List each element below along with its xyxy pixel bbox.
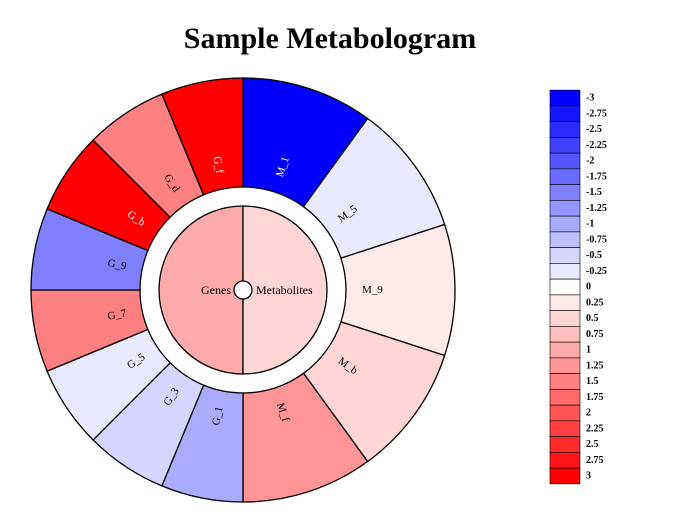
legend-tick-label: 0.5 bbox=[586, 313, 599, 324]
metabolite-label: M_9 bbox=[362, 284, 383, 296]
legend-swatch bbox=[549, 247, 581, 264]
legend-tick-label: -1.25 bbox=[586, 203, 607, 214]
legend-swatch bbox=[549, 294, 581, 311]
legend-swatch bbox=[549, 152, 581, 170]
metabolite-label: M_f bbox=[274, 401, 291, 423]
legend-swatch bbox=[549, 278, 581, 296]
legend-swatch bbox=[549, 341, 581, 359]
legend-tick-label: -3 bbox=[586, 93, 594, 104]
legend-swatch bbox=[549, 105, 581, 122]
legend-swatch bbox=[549, 121, 581, 138]
genes-label: Genes bbox=[201, 283, 231, 297]
gene-segment bbox=[161, 77, 244, 196]
legend-swatch bbox=[549, 452, 581, 469]
legend-tick-label: 0 bbox=[586, 282, 591, 293]
legend-swatch bbox=[549, 200, 581, 217]
gene-label: G_f bbox=[211, 155, 226, 174]
legend-tick-label: -0.25 bbox=[586, 266, 607, 277]
legend-tick-label: 0.75 bbox=[586, 329, 604, 340]
legend-tick-label: 1.75 bbox=[586, 392, 604, 403]
legend-swatch bbox=[549, 373, 581, 390]
legend-tick-label: -0.75 bbox=[586, 234, 607, 245]
legend-swatch bbox=[549, 137, 581, 154]
genes-summary-half bbox=[158, 205, 244, 375]
legend-tick-label: -2.75 bbox=[586, 108, 607, 119]
gene-label: G_7 bbox=[107, 307, 128, 323]
legend-tick-label: 1.5 bbox=[586, 376, 599, 387]
legend-swatch bbox=[549, 215, 581, 233]
legend-swatch bbox=[549, 467, 581, 485]
legend-tick-label: 2.5 bbox=[586, 439, 599, 450]
legend-tick-label: 2 bbox=[586, 408, 591, 419]
legend-tick-label: -1.75 bbox=[586, 171, 607, 182]
legend-tick-label: -0.5 bbox=[586, 250, 602, 261]
legend-tick-label: -1.5 bbox=[586, 187, 602, 198]
color-legend: -3 -2.75 -2.5 -2.25 -2 -1.75 -1.5 -1.25 -1 -0.75 -… bbox=[549, 89, 607, 485]
legend-tick-label: -1 bbox=[586, 219, 594, 230]
legend-tick-label: 1.25 bbox=[586, 360, 604, 371]
legend-tick-label: -2 bbox=[586, 156, 594, 167]
legend-swatch bbox=[549, 404, 581, 422]
legend-swatch bbox=[549, 436, 581, 453]
inner-circle: Genes Metabolites bbox=[158, 205, 328, 375]
legend-swatch bbox=[549, 389, 581, 406]
legend-swatch bbox=[549, 420, 581, 437]
legend-swatch bbox=[549, 231, 581, 248]
metabolites-label: Metabolites bbox=[256, 283, 313, 297]
legend-swatch bbox=[549, 310, 581, 327]
legend-tick-label: 2.25 bbox=[586, 423, 604, 434]
legend-tick-label: 1 bbox=[586, 345, 591, 356]
legend-tick-label: -2.25 bbox=[586, 140, 607, 151]
metabolites-summary-half bbox=[242, 205, 328, 375]
legend-tick-label: -2.5 bbox=[586, 124, 602, 135]
legend-tick-label: 0.25 bbox=[586, 297, 604, 308]
legend-swatch bbox=[549, 184, 581, 201]
legend-swatch bbox=[549, 168, 581, 185]
legend-swatch bbox=[549, 89, 581, 107]
legend-tick-label: 2.75 bbox=[586, 455, 604, 466]
chart-title: Sample Metabologram bbox=[184, 22, 476, 55]
legend-swatch bbox=[549, 357, 581, 374]
legend-swatch bbox=[549, 263, 581, 280]
gene-label: G_1 bbox=[210, 406, 225, 427]
legend-tick-label: 3 bbox=[586, 471, 591, 482]
gene-label: G_9 bbox=[107, 257, 128, 273]
legend-swatch bbox=[549, 326, 581, 343]
center-dot bbox=[233, 280, 253, 300]
outer-ring: M_1M_5M_9M_bM_fG_1G_3G_5G_7G_9G_bG_dG_f bbox=[30, 77, 456, 503]
